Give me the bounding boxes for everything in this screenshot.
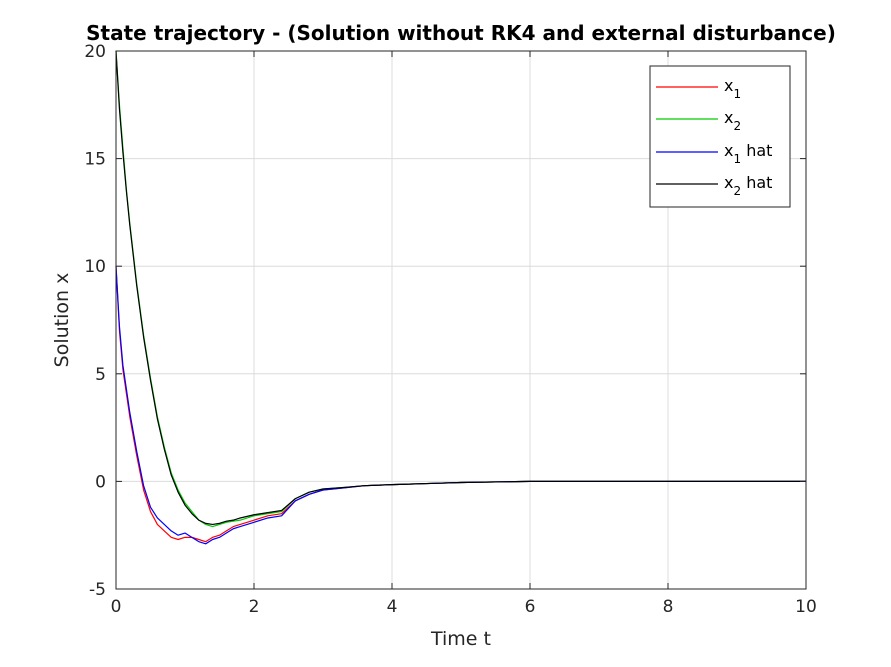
y-tick-label: 15	[84, 150, 106, 170]
legend-label-2: x2	[724, 108, 741, 133]
x-tick-label: 4	[387, 597, 398, 617]
legend: x1 x2 x1 hat x2 hat	[649, 65, 791, 208]
y-tick-label: 20	[84, 42, 106, 62]
plot-frame	[115, 50, 807, 590]
series-line-4	[115, 50, 806, 526]
tick-marks	[115, 50, 807, 590]
x-tick-label: 6	[525, 597, 536, 617]
x-tick-label: 2	[249, 597, 260, 617]
x-axis-label: Time t	[430, 628, 491, 650]
series-layer	[115, 50, 806, 545]
x-tick-label: 8	[663, 597, 674, 617]
chart-title: State trajectory - (Solution without RK4…	[86, 21, 836, 45]
legend-label-3: x1 hat	[724, 141, 772, 166]
y-tick-label: 0	[95, 472, 106, 492]
legend-label-1: x1	[724, 76, 741, 101]
y-tick-label: 5	[95, 365, 106, 385]
y-tick-label: 10	[84, 257, 106, 277]
legend-label-4: x2 hat	[724, 173, 772, 198]
y-axis-label: Solution x	[51, 273, 73, 368]
x-tick-label: 0	[111, 597, 122, 617]
x-tick-label: 10	[795, 597, 817, 617]
y-tick-label: -5	[89, 580, 106, 600]
